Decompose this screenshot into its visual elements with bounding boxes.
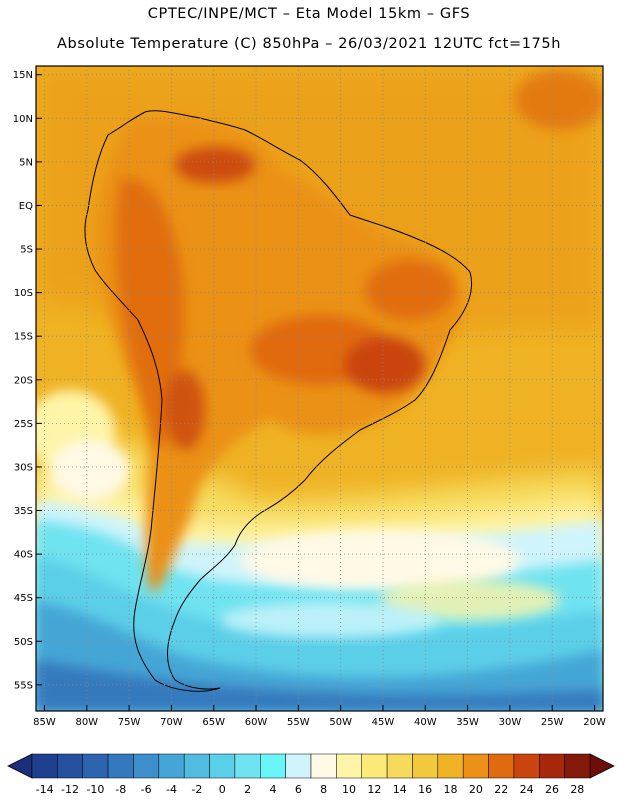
colorbar-swatch bbox=[158, 753, 185, 779]
lat-label: 15S bbox=[14, 332, 33, 343]
colorbar-label: -12 bbox=[61, 783, 79, 796]
colorbar-label: 20 bbox=[469, 783, 483, 796]
colorbar-swatch bbox=[183, 753, 210, 779]
colorbar-label: 0 bbox=[219, 783, 226, 796]
colorbar-label: 2 bbox=[244, 783, 251, 796]
colorbar-swatch bbox=[361, 753, 388, 779]
lon-label: 65W bbox=[202, 717, 225, 728]
colorbar-label: 14 bbox=[393, 783, 407, 796]
colorbar-swatch bbox=[539, 753, 565, 779]
lat-label: EQ bbox=[19, 201, 33, 212]
lat-label: 20S bbox=[14, 375, 33, 386]
lon-label: 55W bbox=[287, 717, 310, 728]
lat-label: 55S bbox=[14, 680, 33, 691]
lat-label: 10S bbox=[14, 288, 33, 299]
colorbar: -14 -12 -10 -8 -6 -4 -2 0 2 4 6 8 10 12 14 16 18 20 22 24 26… bbox=[7, 753, 615, 796]
colorbar-swatch bbox=[310, 753, 337, 779]
temperature-field bbox=[36, 66, 603, 711]
lat-label: 50S bbox=[14, 637, 33, 648]
lon-label: 60W bbox=[245, 717, 268, 728]
colorbar-swatch bbox=[488, 753, 515, 779]
colorbar-swatch bbox=[336, 753, 362, 779]
lon-label: 35W bbox=[456, 717, 479, 728]
graticule bbox=[36, 66, 603, 711]
lat-label: 45S bbox=[14, 593, 33, 604]
colorbar-swatch bbox=[133, 753, 160, 779]
longitude-labels: 85W 80W 75W 70W 65W 60W 55W 50W 45W 40W 35W 30W 25W 2… bbox=[33, 705, 606, 728]
lon-label: 85W bbox=[33, 717, 56, 728]
lon-label: 20W bbox=[583, 717, 606, 728]
colorbar-over-arrow bbox=[589, 753, 615, 779]
colorbar-label: 28 bbox=[570, 783, 584, 796]
colorbar-label: -8 bbox=[115, 783, 126, 796]
lat-label: 30S bbox=[14, 462, 33, 473]
lat-label: 5S bbox=[20, 245, 33, 256]
lat-label: 15N bbox=[13, 70, 33, 81]
lon-label: 50W bbox=[329, 717, 352, 728]
colorbar-label: 10 bbox=[342, 783, 356, 796]
colorbar-label: -6 bbox=[141, 783, 152, 796]
colorbar-swatch bbox=[412, 753, 439, 779]
colorbar-label: 22 bbox=[494, 783, 508, 796]
colorbar-swatch bbox=[437, 753, 464, 779]
colorbar-label: 16 bbox=[418, 783, 432, 796]
colorbar-label: 8 bbox=[320, 783, 327, 796]
latitude-labels: 15N 10N 5N EQ 5S 10S 15S 20S 25S 30S 35S 40S 45S 50S 5… bbox=[13, 70, 42, 691]
colorbar-swatch bbox=[209, 753, 236, 779]
colorbar-label: 12 bbox=[367, 783, 381, 796]
coastline bbox=[84, 110, 473, 692]
colorbar-label: -14 bbox=[36, 783, 54, 796]
map-title: CPTEC/INPE/MCT – Eta Model 15km – GFS bbox=[147, 6, 471, 22]
colorbar-swatch bbox=[31, 753, 58, 779]
colorbar-label: -10 bbox=[86, 783, 104, 796]
colorbar-swatch bbox=[386, 753, 413, 779]
colorbar-label: 18 bbox=[444, 783, 458, 796]
colorbar-label: 4 bbox=[269, 783, 276, 796]
colorbar-swatch bbox=[260, 753, 286, 779]
map-frame bbox=[35, 65, 604, 712]
colorbar-label: 26 bbox=[545, 783, 559, 796]
colorbar-swatch bbox=[513, 753, 540, 779]
lon-label: 45W bbox=[372, 717, 395, 728]
colorbar-label: -2 bbox=[191, 783, 202, 796]
colorbar-swatch bbox=[564, 753, 591, 779]
colorbar-swatch bbox=[107, 753, 134, 779]
colorbar-swatch bbox=[234, 753, 261, 779]
colorbar-swatch bbox=[462, 753, 489, 779]
lon-label: 75W bbox=[118, 717, 141, 728]
lon-label: 30W bbox=[499, 717, 522, 728]
lat-label: 40S bbox=[14, 550, 33, 561]
lat-label: 25S bbox=[14, 419, 33, 430]
colorbar-label: -4 bbox=[166, 783, 177, 796]
lon-label: 80W bbox=[75, 717, 98, 728]
colorbar-swatch bbox=[285, 753, 312, 779]
lat-label: 5N bbox=[19, 157, 33, 168]
lon-label: 70W bbox=[160, 717, 183, 728]
colorbar-swatch bbox=[82, 753, 109, 779]
colorbar-swatch bbox=[57, 753, 83, 779]
lon-label: 25W bbox=[541, 717, 564, 728]
colorbar-under-arrow bbox=[7, 753, 33, 779]
lat-label: 10N bbox=[13, 114, 33, 125]
lon-label: 40W bbox=[414, 717, 437, 728]
map-subtitle: Absolute Temperature (C) 850hPa – 26/03/… bbox=[57, 36, 561, 52]
colorbar-label: 6 bbox=[295, 783, 302, 796]
lat-label: 35S bbox=[14, 506, 33, 517]
colorbar-label: 24 bbox=[520, 783, 534, 796]
